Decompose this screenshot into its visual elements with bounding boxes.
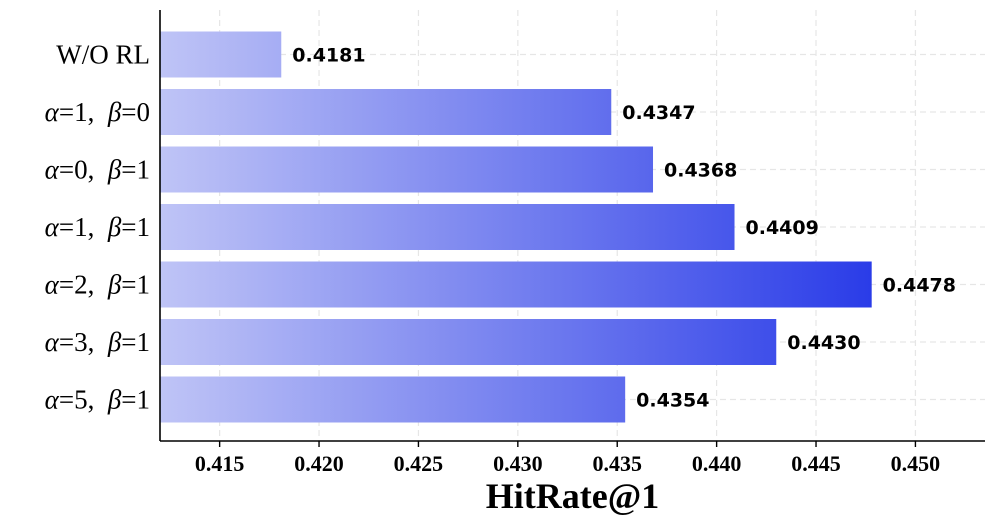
category-label: α=2, β=1 [45, 270, 150, 300]
axes [159, 10, 985, 447]
x-tick-label: 0.420 [294, 451, 344, 476]
x-tick-label: 0.440 [692, 451, 742, 476]
category-label: α=1, β=0 [45, 97, 150, 127]
x-tick-label: 0.430 [493, 451, 543, 476]
bar-value-label: 0.4354 [636, 390, 709, 412]
category-label: α=0, β=1 [45, 155, 150, 185]
category-label: α=3, β=1 [45, 327, 150, 357]
x-tick-label: 0.425 [394, 451, 444, 476]
category-label: W/O RL [56, 40, 150, 70]
x-axis-title: HitRate@1 [486, 476, 659, 516]
bar-value-label: 0.4430 [787, 332, 860, 354]
category-label: α=1, β=1 [45, 212, 150, 242]
bar-value-label: 0.4478 [883, 275, 956, 297]
x-tick-label: 0.435 [592, 451, 642, 476]
bars [160, 31, 872, 423]
value-labels: 0.4181 0.4347 0.4368 0.4409 0.4478 0.4430 0.43… [292, 45, 956, 412]
category-labels: W/O RL α=1, β=0 α=0, β=1 α=1, β=1 α=2, β=1 α=… [45, 40, 150, 415]
x-tick-labels: 0.415 0.420 0.425 0.430 0.435 0.440 0.445 0.450 [195, 451, 940, 476]
bar [160, 204, 735, 250]
bar [160, 146, 654, 193]
x-tick-label: 0.450 [891, 451, 941, 476]
bar [160, 319, 777, 365]
bar [160, 89, 612, 135]
bar-value-label: 0.4409 [746, 217, 819, 239]
category-label: α=5, β=1 [45, 385, 150, 415]
bar [160, 31, 282, 78]
x-tick-label: 0.445 [791, 451, 841, 476]
bar [160, 376, 626, 423]
bar-value-label: 0.4181 [292, 45, 365, 67]
bar-value-label: 0.4347 [622, 102, 695, 124]
bar-value-label: 0.4368 [664, 160, 737, 182]
x-tick-label: 0.415 [195, 451, 245, 476]
bar [160, 261, 872, 308]
